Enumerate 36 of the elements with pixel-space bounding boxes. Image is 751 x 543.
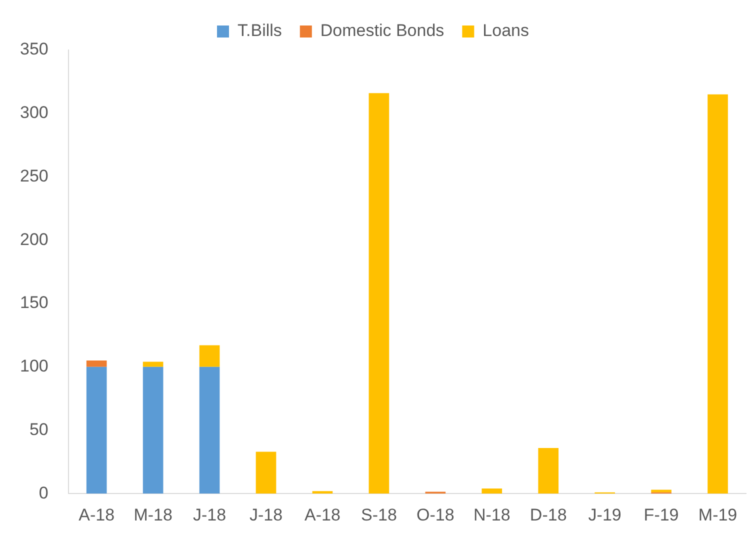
x-tick-label: M-18 [134,505,172,524]
x-tick-label: A-18 [78,505,115,524]
x-tick-label: J-18 [249,505,283,524]
bar [368,93,390,494]
x-tick-label: A-18 [304,505,340,524]
y-tick-label: 250 [20,166,48,186]
bar [199,345,220,367]
x-tick-label: J-19 [588,505,622,524]
y-tick-label: 100 [20,356,48,376]
y-tick-label: 0 [38,483,48,502]
bar [538,448,559,494]
y-tick-label: 200 [20,230,48,249]
bar [256,452,276,494]
y-tick-label: 300 [20,103,48,122]
legend-label: Domestic Bonds [320,21,444,40]
bar [708,94,728,494]
y-tick-label: 50 [29,420,48,439]
bar [142,362,164,367]
bar [86,366,107,494]
x-tick-label: F-19 [644,505,679,524]
bar [651,490,672,492]
bar [142,366,164,494]
x-tick-label: J-18 [193,505,226,524]
bar [199,366,220,494]
x-tick-label: S-18 [360,505,397,524]
x-tick-label: N-18 [473,505,510,524]
bar [482,488,502,494]
x-tick-label: D-18 [530,505,567,524]
legend-label: T.Bills [238,21,282,40]
x-tick-label: M-19 [698,505,738,524]
x-tick-label: O-18 [416,505,454,524]
bar [312,491,333,494]
y-tick-label: 350 [20,40,48,59]
bar [86,360,107,367]
y-tick-label: 150 [20,293,48,312]
legend-label: Loans [482,21,529,40]
